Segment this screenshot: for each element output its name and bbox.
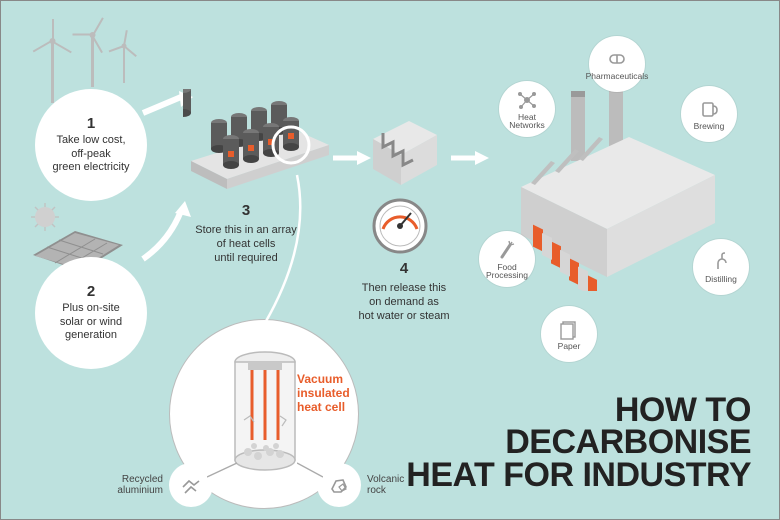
heat-cell-title: Vacuuminsulatedheat cell [297, 373, 377, 414]
paper-icon [558, 318, 580, 340]
industry-heat-networks: HeatNetworks [499, 81, 555, 137]
headline-2: DECARBONISE [406, 426, 751, 458]
callout-recycled-aluminium: Recycledaluminium [107, 463, 213, 507]
step-2: 2 Plus on-sitesolar or windgeneration [35, 257, 147, 369]
magnifier-connector [259, 173, 319, 333]
industry-distilling: Distilling [693, 239, 749, 295]
step-1-number: 1 [87, 115, 95, 132]
step-1-text: Take low cost,off-peakgreen electricity [44, 134, 137, 175]
callout-label: Recycledaluminium [107, 474, 163, 496]
industry-label: FoodProcessing [486, 263, 528, 280]
industry-label: Pharmaceuticals [586, 72, 649, 81]
industry-label: Paper [558, 342, 581, 351]
industry-label: HeatNetworks [509, 113, 544, 130]
step-2-number: 2 [87, 283, 95, 300]
callout-label: Volcanicrock [367, 474, 404, 496]
mug-icon [698, 98, 720, 120]
step-2-text: Plus on-sitesolar or windgeneration [52, 302, 130, 343]
industry-brewing: Brewing [681, 86, 737, 142]
heat-exchanger-icon [359, 113, 447, 201]
carrot-icon [496, 239, 518, 261]
callout-line-right [297, 461, 323, 481]
step-4-number: 4 [339, 259, 469, 279]
industry-label: Brewing [694, 122, 725, 131]
industry-food-processing: FoodProcessing [479, 231, 535, 287]
callout-volcanic-rock: Volcanicrock [317, 463, 404, 507]
still-icon [710, 251, 732, 273]
gauge-icon [371, 197, 429, 255]
industry-label: Distilling [705, 275, 737, 284]
pill-icon [606, 48, 628, 70]
headline-3: HEAT FOR INDUSTRY [406, 459, 751, 491]
headline: HOW TO DECARBONISE HEAT FOR INDUSTRY [406, 394, 751, 491]
arrow-4-to-factory [449, 149, 489, 167]
rock-icon [317, 463, 361, 507]
step-4-text: Then release thison demand ashot water o… [358, 282, 449, 323]
step-1: 1 Take low cost,off-peakgreen electricit… [35, 89, 147, 201]
step-4-caption: 4 Then release thison demand ashot water… [339, 259, 469, 323]
infographic-canvas: 1 Take low cost,off-peakgreen electricit… [0, 0, 780, 520]
industry-paper: Paper [541, 306, 597, 362]
industry-pharmaceuticals: Pharmaceuticals [589, 36, 645, 92]
callout-line-left [207, 461, 237, 481]
headline-1: HOW TO [406, 394, 751, 426]
network-icon [516, 89, 538, 111]
